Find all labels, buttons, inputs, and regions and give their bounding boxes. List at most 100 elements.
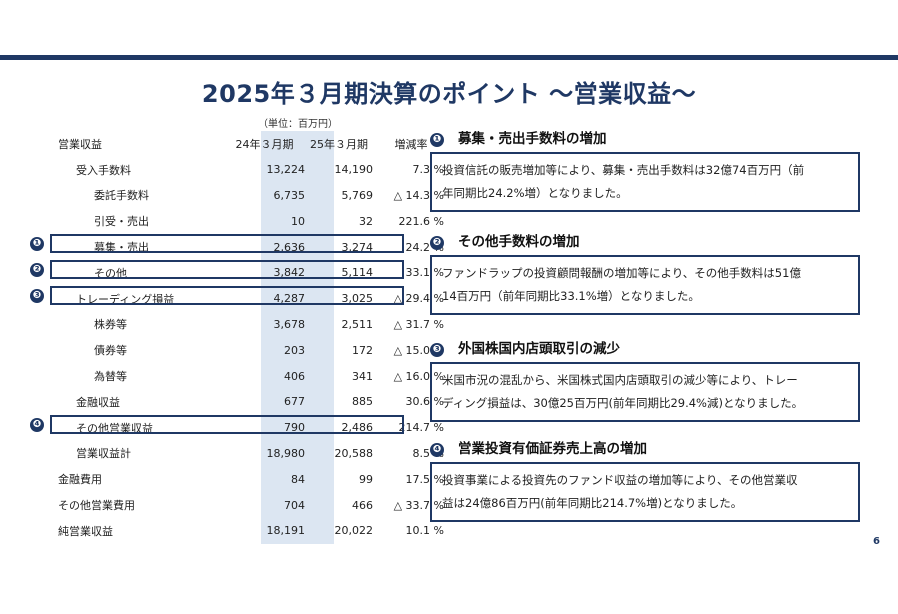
row-fy2024-value: 4,287 xyxy=(273,292,306,306)
row-fy2025-value: 466 xyxy=(352,498,373,512)
row-fy2025-value: 172 xyxy=(352,343,373,357)
row-fy2025-value: 32 xyxy=(359,214,373,228)
row-fy2024-value: 10 xyxy=(291,214,305,228)
top-accent-bar xyxy=(0,55,898,60)
section-4-badge: ❹ xyxy=(430,443,444,457)
row-label: 金融収益 xyxy=(76,395,120,409)
section-3-title: 外国株国内店頭取引の減少 xyxy=(458,341,620,357)
row-fy2024-value: 84 xyxy=(291,472,305,486)
section-3-heading: ❸ 外国株国内店頭取引の減少 xyxy=(430,337,620,357)
page-number: 6 xyxy=(873,536,880,547)
row-change-rate: △ 31.7 % xyxy=(393,317,444,331)
row-fy2025-value: 20,022 xyxy=(334,524,374,538)
section-3-badge: ❸ xyxy=(430,343,444,357)
row-change-rate: 221.6 % xyxy=(398,214,444,228)
row-fy2025-value: 3,025 xyxy=(341,292,374,306)
table-row: 引受・売出 10 32 221.6 % xyxy=(50,208,444,234)
row-change-rate: 30.6 % xyxy=(405,395,444,409)
table-row: その他 3,842 5,114 33.1 % xyxy=(50,260,444,286)
section-2-box: ファンドラップの投資顧問報酬の増加等により、その他手数料は51億 14百万円（前… xyxy=(430,255,860,315)
table-row: その他営業収益 790 2,486 214.7 % xyxy=(50,415,444,441)
section-3-box: 米国市況の混乱から、米国株式国内店頭取引の減少等により、トレー ディング損益は、… xyxy=(430,362,860,422)
row-fy2025-value: 5,114 xyxy=(341,266,374,280)
table-row: 為替等 406 341 △ 16.0 % xyxy=(50,363,444,389)
row-label: 純営業収益 xyxy=(58,524,113,538)
row-fy2024-value: 13,224 xyxy=(266,163,306,177)
section-2-heading: ❷ その他手数料の増加 xyxy=(430,230,580,250)
highlight-box-3 xyxy=(50,286,404,305)
operating-revenue-table: 営業収益 24年３月期 25年３月期 増減率 受入手数料 13,224 14,190… xyxy=(50,131,444,544)
highlight-box-4 xyxy=(50,415,404,434)
row-label: 株券等 xyxy=(94,318,127,332)
section-1-line-1: 投資信託の販売増加等により、募集・売出手数料は32億74百万円（前 xyxy=(442,163,805,177)
row-label: その他営業費用 xyxy=(58,499,135,513)
row-change-rate: 17.5 % xyxy=(405,472,444,486)
header-label: 営業収益 xyxy=(58,137,102,151)
header-fy2025: 25年３月期 xyxy=(310,137,368,151)
section-2-line-2: 14百万円（前年同期比33.1%増）となりました。 xyxy=(442,289,700,303)
row-label: 受入手数料 xyxy=(76,163,131,177)
row-fy2024-value: 3,678 xyxy=(273,317,306,331)
section-1-badge: ❶ xyxy=(430,133,444,147)
table-row: 受入手数料 13,224 14,190 7.3 % xyxy=(50,157,444,183)
table-row: 営業収益計 18,980 20,588 8.5 % xyxy=(50,441,444,467)
row-change-rate: 33.1 % xyxy=(405,266,444,280)
row-fy2024-value: 677 xyxy=(284,395,305,409)
header-fy2024: 24年３月期 xyxy=(235,137,294,151)
unit-note: （単位：百万円） xyxy=(258,119,338,130)
section-4-line-2: 益は24億86百万円(前年同期比214.7%増)となりました。 xyxy=(442,496,743,510)
row-label: 委託手数料 xyxy=(94,189,149,203)
section-1-box: 投資信託の販売増加等により、募集・売出手数料は32億74百万円（前 年同期比24… xyxy=(430,152,860,212)
row-fy2025-value: 2,511 xyxy=(341,317,374,331)
row-fy2025-value: 14,190 xyxy=(334,163,374,177)
header-change: 増減率 xyxy=(394,137,428,151)
row-fy2025-value: 20,588 xyxy=(334,446,374,460)
section-4-title: 営業投資有価証券売上高の増加 xyxy=(458,441,647,457)
row-fy2024-value: 3,842 xyxy=(273,266,306,280)
section-4-heading: ❹ 営業投資有価証券売上高の増加 xyxy=(430,437,647,457)
row-label: 為替等 xyxy=(94,370,127,384)
row-label: 営業収益計 xyxy=(76,447,131,461)
row-fy2025-value: 341 xyxy=(352,369,373,383)
table-row: 金融収益 677 885 30.6 % xyxy=(50,389,444,415)
row-change-rate: 7.3 % xyxy=(412,163,444,177)
row-fy2024-value: 406 xyxy=(284,369,305,383)
section-2-title: その他手数料の増加 xyxy=(458,234,580,250)
row-label: 募集・売出 xyxy=(94,241,149,255)
row-fy2024-value: 18,980 xyxy=(266,446,306,460)
row-change-rate: 10.1 % xyxy=(405,524,444,538)
section-2-line-1: ファンドラップの投資顧問報酬の増加等により、その他手数料は51億 xyxy=(442,266,801,280)
row-fy2025-value: 2,486 xyxy=(341,421,374,435)
section-1-title: 募集・売出手数料の増加 xyxy=(458,131,607,147)
row-fy2025-value: 3,274 xyxy=(341,240,374,254)
marker-badge-2: ❷ xyxy=(30,263,44,277)
row-fy2024-value: 2,636 xyxy=(273,240,306,254)
highlight-box-2 xyxy=(50,260,404,279)
table-row: 株券等 3,678 2,511 △ 31.7 % xyxy=(50,312,444,338)
table-header-row: 営業収益 24年３月期 25年３月期 増減率 xyxy=(50,131,444,157)
row-fy2024-value: 6,735 xyxy=(273,188,306,202)
table-row: 純営業収益 18,191 20,022 10.1 % xyxy=(50,518,444,544)
row-label: 引受・売出 xyxy=(94,215,149,229)
table-row: 金融費用 84 99 17.5 % xyxy=(50,466,444,492)
row-label: 債券等 xyxy=(94,344,127,358)
marker-badge-3: ❸ xyxy=(30,289,44,303)
table-row: 債券等 203 172 △ 15.0 % xyxy=(50,337,444,363)
row-fy2025-value: 5,769 xyxy=(341,188,374,202)
marker-badge-1: ❶ xyxy=(30,237,44,251)
row-fy2025-value: 99 xyxy=(359,472,373,486)
highlight-box-1 xyxy=(50,234,404,253)
section-4-box: 投資事業による投資先のファンド収益の増加等により、その他営業収 益は24億86百… xyxy=(430,462,860,522)
page-title: 2025年３月期決算のポイント ～営業収益～ xyxy=(201,80,697,108)
row-fy2024-value: 704 xyxy=(284,498,305,512)
row-label: その他営業収益 xyxy=(76,421,153,435)
fy2025-column-highlight xyxy=(261,131,334,544)
row-label: 金融費用 xyxy=(58,473,102,487)
section-3-line-2: ディング損益は、30億25百万円(前年同期比29.4%減)となりました。 xyxy=(442,396,804,410)
row-fy2025-value: 885 xyxy=(352,395,373,409)
section-1-line-2: 年同期比24.2%増）となりました。 xyxy=(442,186,628,200)
table-row: その他営業費用 704 466 △ 33.7 % xyxy=(50,492,444,518)
row-change-rate: 214.7 % xyxy=(398,421,444,435)
row-label: その他 xyxy=(94,266,127,280)
row-fy2024-value: 203 xyxy=(284,343,305,357)
